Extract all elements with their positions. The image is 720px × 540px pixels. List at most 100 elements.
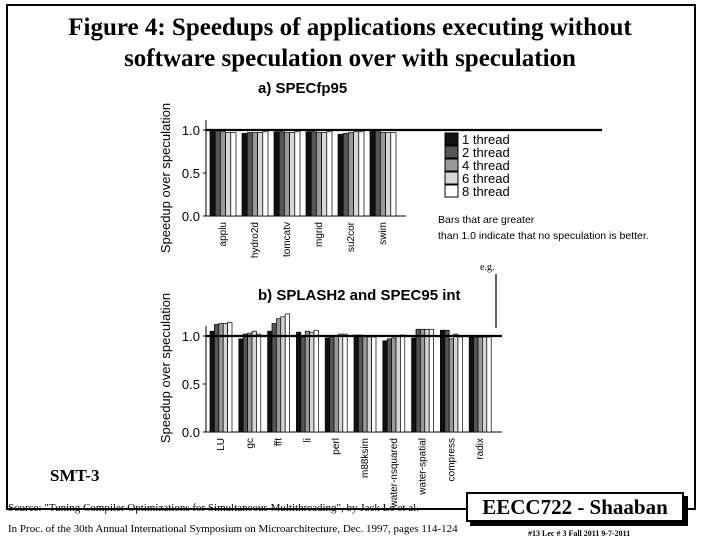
annotation-line-2: than 1.0 indicate that no speculation is…	[438, 230, 649, 242]
annotation-eg: e.g.	[480, 262, 495, 273]
y-tick-label: 0.0	[182, 425, 200, 440]
slide-label: SMT-3	[50, 466, 100, 485]
title-line-1: Figure 4: Speedups of applications execu…	[68, 14, 632, 41]
bar	[209, 330, 215, 433]
bar	[241, 133, 248, 217]
bar	[362, 335, 368, 433]
bar	[457, 336, 463, 433]
bar	[326, 131, 333, 217]
bar	[230, 132, 237, 217]
slide-frame	[6, 4, 696, 510]
bar	[420, 328, 426, 433]
legend-label: 8 thread	[462, 184, 510, 199]
x-tick-label: m88ksim	[360, 438, 371, 478]
bar	[428, 328, 434, 433]
x-tick-label: compress	[446, 438, 457, 481]
bar	[278, 131, 285, 217]
bar	[477, 336, 483, 433]
bar	[440, 329, 446, 433]
bar	[374, 129, 381, 217]
y-axis-label-1: Speedup over speculation	[158, 293, 173, 443]
bar	[238, 338, 244, 433]
bar	[316, 132, 322, 217]
y-tick-label: 1.0	[182, 123, 200, 138]
bar	[337, 133, 344, 217]
bar	[304, 330, 310, 433]
x-tick-label: fft	[274, 438, 285, 446]
bar	[296, 331, 302, 433]
x-tick-label: LU	[216, 438, 227, 451]
bar	[289, 132, 296, 217]
bar	[271, 323, 277, 433]
legend-swatch	[444, 171, 459, 185]
bar	[300, 336, 306, 433]
bar	[222, 323, 228, 433]
x-tick-label: su2cor	[346, 221, 357, 252]
x-tick-label: tomcatv	[282, 222, 293, 257]
bar	[342, 333, 348, 433]
bar	[411, 337, 417, 433]
bar	[329, 336, 335, 433]
legend-swatch	[444, 132, 459, 146]
bar	[305, 131, 312, 217]
bar	[400, 334, 406, 433]
slide-footer: #13 Lec # 3 Fall 2011 9-7-2011	[528, 529, 631, 538]
bar	[242, 333, 248, 433]
bar	[371, 336, 377, 433]
source-line-1: Source: "Tuning Compiler Optimizations f…	[8, 502, 419, 514]
bar	[321, 132, 328, 217]
bar	[310, 131, 317, 217]
bar	[267, 330, 273, 433]
bar	[313, 329, 319, 433]
bar	[468, 336, 474, 433]
bar	[415, 328, 421, 433]
bar	[353, 334, 359, 433]
bar	[395, 335, 401, 433]
x-tick-label: swim	[378, 222, 389, 245]
bar	[369, 129, 376, 217]
legend-swatch	[444, 145, 459, 159]
bar	[251, 330, 257, 433]
y-tick-label: 1.0	[182, 329, 200, 344]
bar	[214, 129, 221, 217]
bar	[473, 336, 479, 433]
y-tick-label: 0.5	[182, 377, 200, 392]
bar	[324, 337, 330, 433]
bar	[209, 130, 216, 217]
bar	[358, 334, 364, 433]
y-tick-label: 0.0	[182, 209, 200, 224]
bar	[257, 132, 264, 217]
x-tick-label: perl	[331, 438, 342, 455]
x-tick-label: applu	[218, 222, 229, 246]
bar	[280, 316, 286, 433]
bar	[353, 131, 360, 217]
bar	[366, 336, 372, 433]
bar	[218, 323, 224, 433]
legend-swatch	[444, 158, 459, 172]
bar	[386, 338, 392, 433]
bar	[380, 132, 386, 217]
bar	[358, 131, 365, 217]
bar	[294, 131, 301, 217]
chart-title-1: b) SPLASH2 and SPEC95 int	[258, 287, 461, 304]
bar	[273, 131, 280, 217]
bar	[482, 336, 488, 433]
bar	[486, 336, 492, 433]
bar	[333, 335, 339, 433]
slide-title: Figure 4: Speedups of applications execu…	[40, 12, 660, 74]
legend-label: 4 thread	[462, 158, 510, 173]
bar	[448, 338, 454, 433]
title-line-2: software speculation over with speculati…	[124, 45, 576, 72]
x-tick-label: water-nsquared	[389, 438, 400, 508]
bar	[391, 337, 397, 433]
legend-label: 1 thread	[462, 132, 510, 147]
x-tick-label: radix	[475, 438, 486, 460]
bar	[338, 333, 344, 433]
bar	[382, 340, 388, 433]
bar	[444, 329, 450, 433]
bar	[342, 133, 349, 217]
bar	[247, 332, 253, 433]
bar	[262, 131, 269, 217]
bar	[225, 132, 232, 217]
x-tick-label: li	[302, 438, 313, 442]
